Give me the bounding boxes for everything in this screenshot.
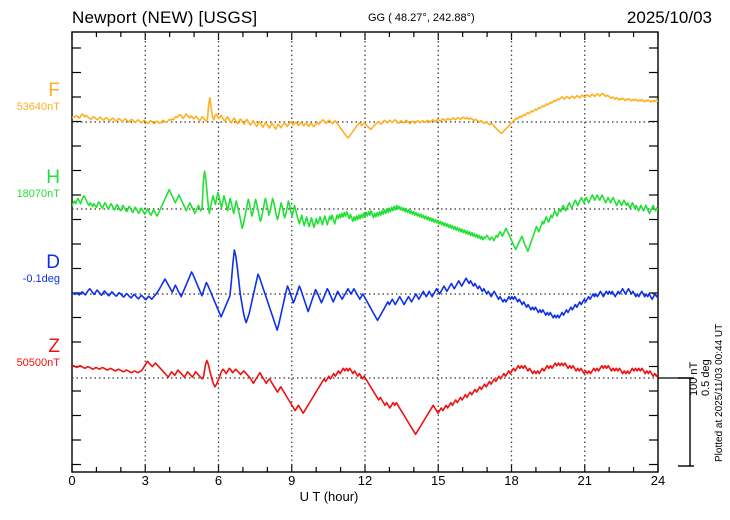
component-letter-h: H: [46, 167, 60, 188]
observation-date: 2025/10/03: [626, 8, 712, 27]
component-baseline-d: -0.1deg: [22, 273, 60, 285]
x-tick-6: 6: [214, 473, 223, 488]
component-letter-d: D: [46, 252, 60, 273]
geographic-coordinates: GG ( 48.27°, 242.88°): [368, 12, 475, 24]
x-tick-21: 21: [577, 473, 592, 488]
component-letter-f: F: [48, 80, 60, 101]
plotted-at-label: Plotted at 2025/11/03 00:44 UT: [714, 323, 725, 462]
scale-bar-nt: 100 nT: [688, 361, 700, 396]
x-axis-label: U T (hour): [299, 489, 359, 504]
x-tick-3: 3: [141, 473, 149, 488]
x-tick-9: 9: [288, 473, 296, 488]
x-tick-0: 0: [68, 473, 76, 488]
component-letter-z: Z: [48, 336, 60, 357]
x-tick-24: 24: [650, 473, 666, 488]
scale-bar-label: 100 nT 0.5 deg: [688, 359, 712, 396]
x-tick-12: 12: [357, 473, 373, 488]
page-title: Newport (NEW) [USGS]: [72, 8, 258, 27]
scale-bar-deg: 0.5 deg: [700, 359, 712, 396]
x-tick-15: 15: [431, 473, 446, 488]
trace-layer: [72, 92, 658, 436]
scale-bar: [658, 377, 694, 467]
component-baseline-h: 18070nT: [16, 188, 60, 200]
component-baseline-f: 53640nT: [16, 101, 60, 113]
component-baseline-z: 50500nT: [16, 357, 60, 369]
x-tick-18: 18: [504, 473, 519, 488]
